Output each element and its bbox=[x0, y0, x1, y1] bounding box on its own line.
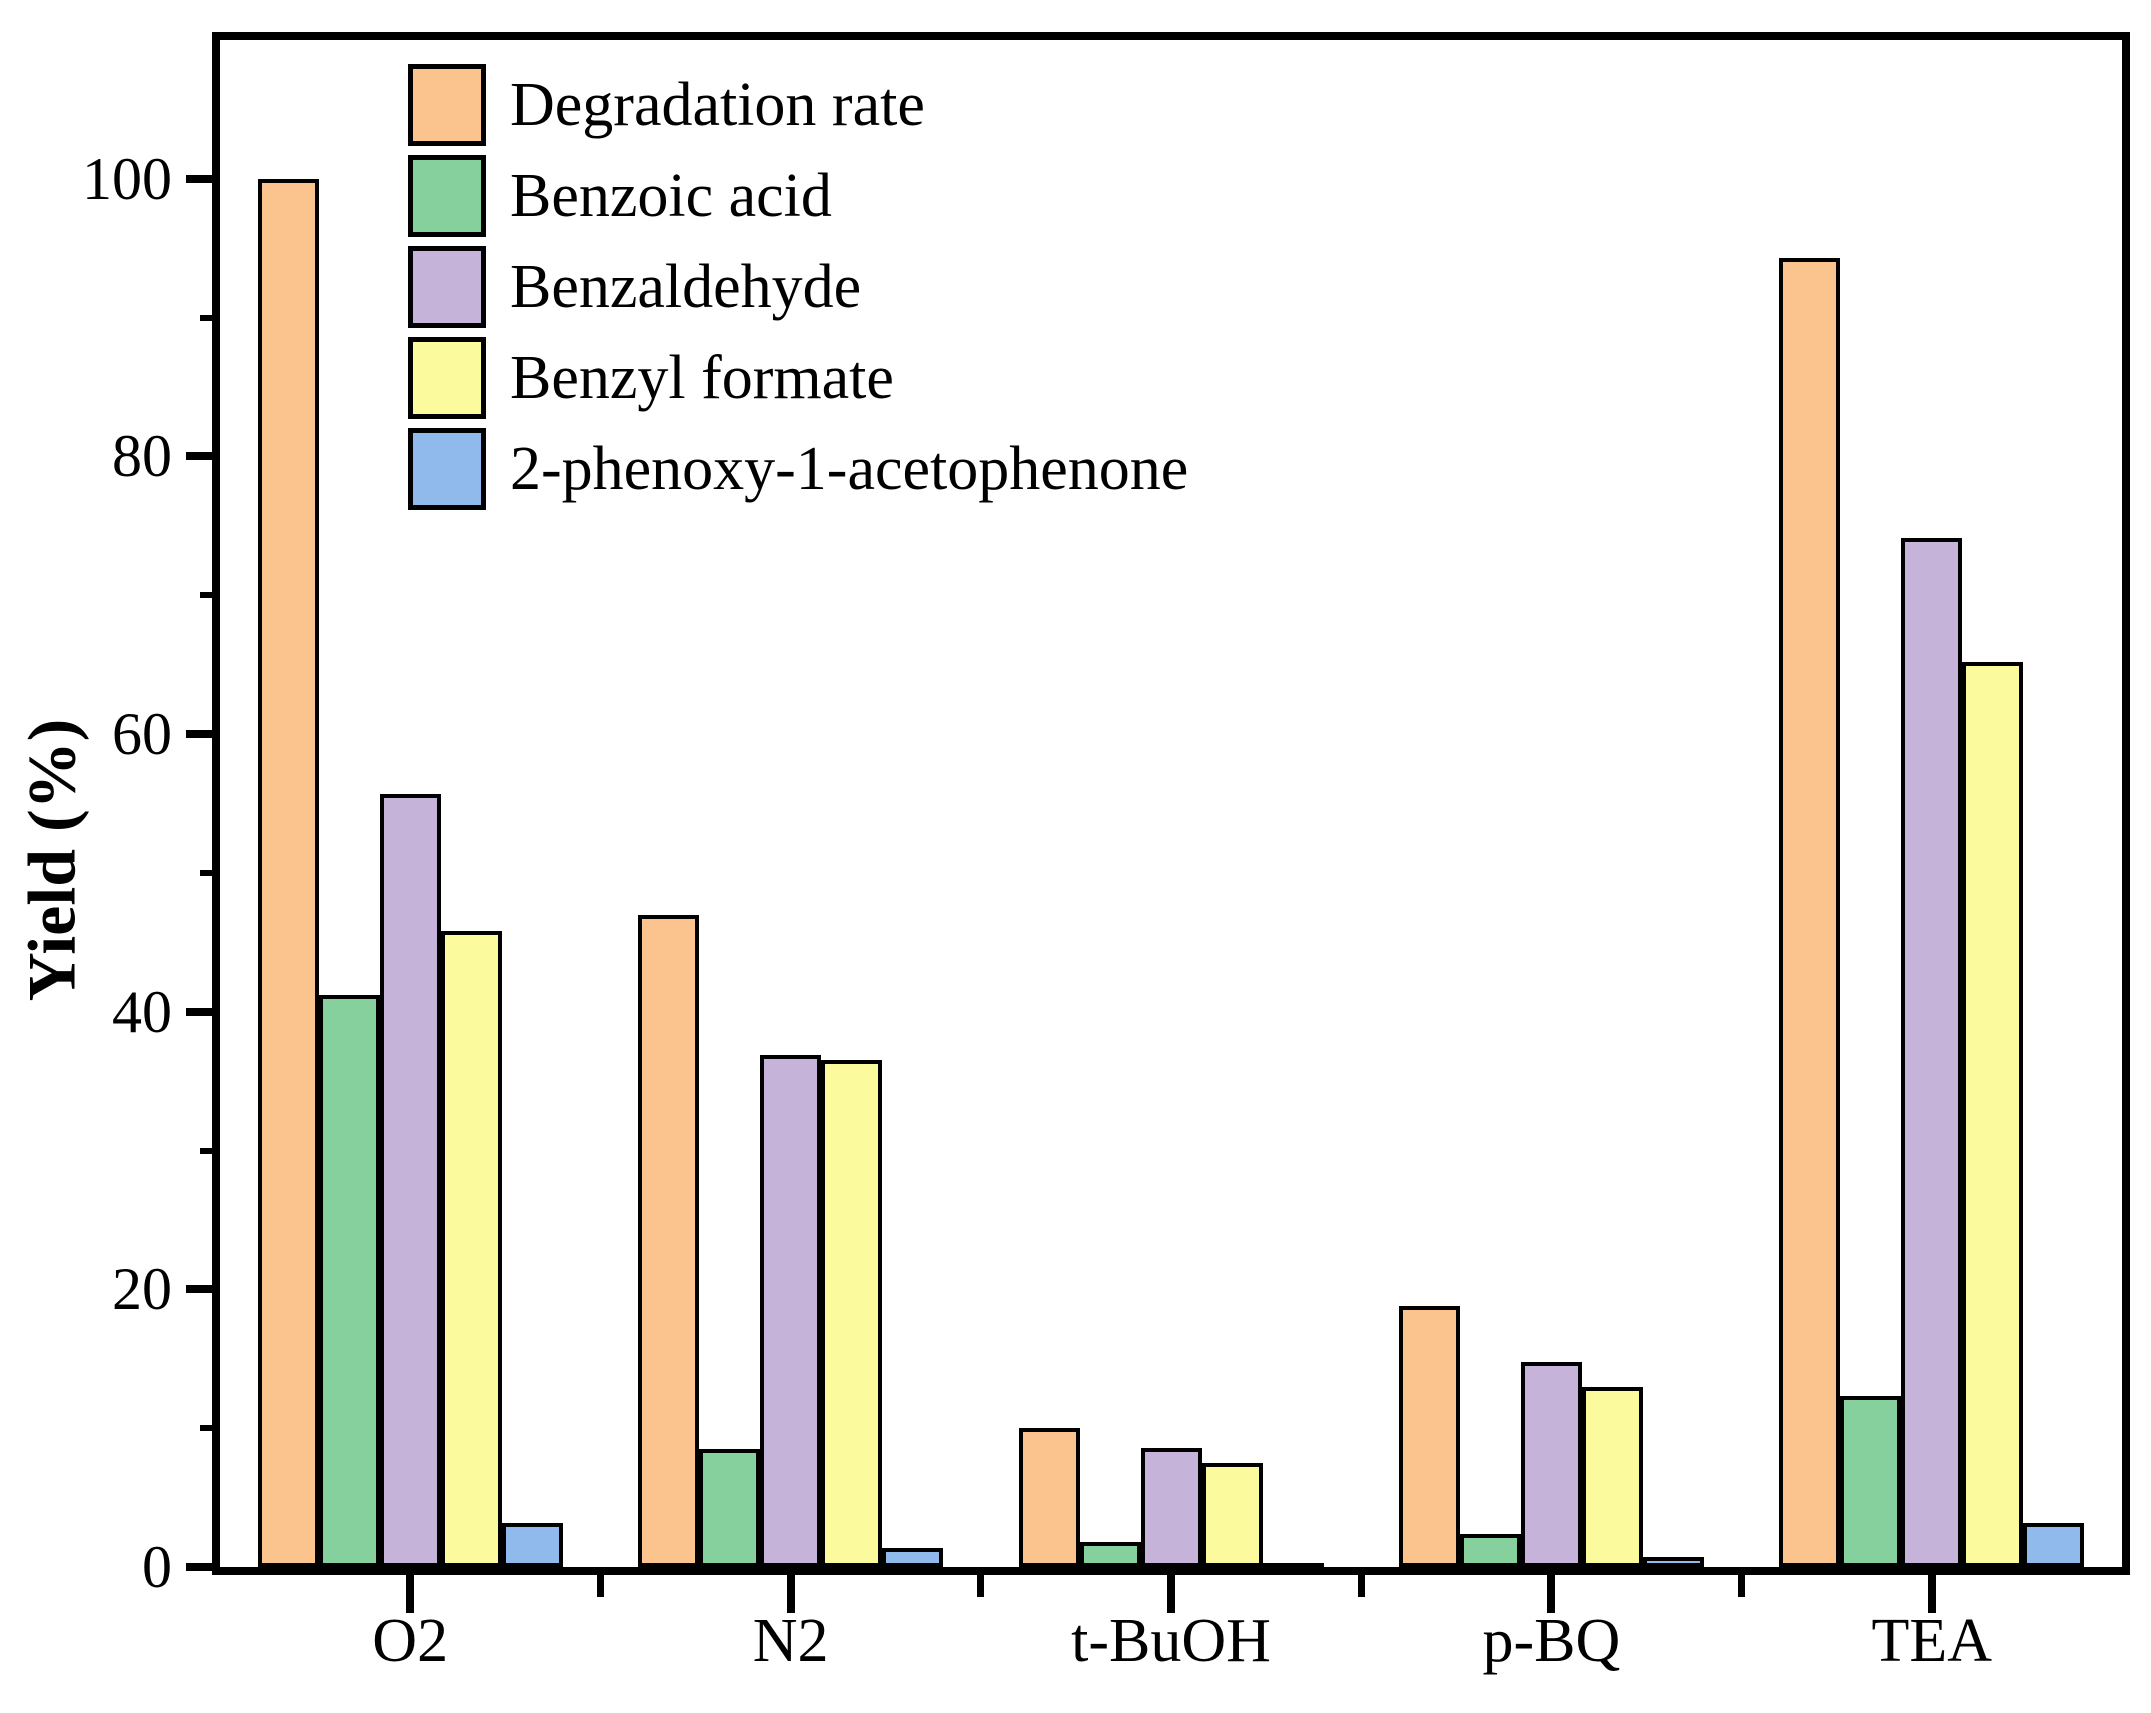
y-major-tick bbox=[186, 1285, 220, 1294]
bar-benzyl-formate bbox=[1201, 1463, 1263, 1567]
plot-frame bbox=[212, 32, 2130, 1575]
bar-2-phenoxy-1-acetophenone bbox=[1642, 1557, 1704, 1567]
y-major-tick bbox=[186, 1007, 220, 1016]
y-minor-tick bbox=[200, 1425, 220, 1432]
y-tick-label: 20 bbox=[112, 1256, 172, 1323]
legend-swatch bbox=[408, 246, 486, 328]
legend: Degradation rate Benzoic acid Benzaldehyde… bbox=[408, 64, 1188, 510]
bar-degradation-rate bbox=[1398, 1306, 1460, 1567]
bar-benzaldehyde bbox=[1520, 1362, 1582, 1567]
x-major-tick bbox=[1167, 1575, 1175, 1613]
bar-benzaldehyde bbox=[760, 1055, 822, 1567]
bar-benzoic-acid bbox=[1840, 1396, 1902, 1567]
y-tick-label: 100 bbox=[82, 145, 172, 212]
bar-benzoic-acid bbox=[318, 995, 380, 1567]
bar-benzyl-formate bbox=[440, 931, 502, 1567]
bar-2-phenoxy-1-acetophenone bbox=[2023, 1523, 2085, 1567]
bar-benzoic-acid bbox=[699, 1449, 761, 1567]
bar-2-phenoxy-1-acetophenone bbox=[882, 1548, 944, 1567]
legend-entry: Benzoic acid bbox=[408, 155, 1188, 237]
legend-entry: Benzyl formate bbox=[408, 337, 1188, 419]
legend-label: Benzyl formate bbox=[510, 344, 894, 412]
x-tick-label: p-BQ bbox=[1482, 1607, 1621, 1675]
x-major-tick bbox=[786, 1575, 795, 1613]
x-minor-tick bbox=[977, 1575, 985, 1597]
x-tick-label: TEA bbox=[1871, 1607, 1993, 1675]
y-major-tick bbox=[186, 730, 220, 739]
legend-label: Benzoic acid bbox=[510, 162, 832, 230]
y-major-tick bbox=[186, 452, 220, 461]
x-tick-label: N2 bbox=[752, 1607, 829, 1675]
x-major-tick bbox=[1927, 1575, 1936, 1613]
bar-benzyl-formate bbox=[1581, 1387, 1643, 1567]
bar-benzyl-formate bbox=[1962, 662, 2024, 1567]
x-tick-label: t-BuOH bbox=[1071, 1607, 1271, 1675]
y-tick-label: 60 bbox=[112, 701, 172, 768]
x-major-tick bbox=[1547, 1575, 1556, 1613]
y-minor-tick bbox=[200, 1147, 220, 1154]
legend-label: 2-phenoxy-1-acetophenone bbox=[510, 435, 1189, 503]
y-tick-label: 40 bbox=[112, 978, 172, 1045]
y-major-tick bbox=[186, 1563, 220, 1571]
bar-benzaldehyde bbox=[1901, 538, 1963, 1567]
y-tick-label: 0 bbox=[142, 1534, 172, 1600]
x-minor-tick bbox=[1357, 1575, 1365, 1597]
bar-benzyl-formate bbox=[821, 1060, 883, 1567]
y-major-tick bbox=[186, 174, 220, 183]
legend-entry: Benzaldehyde bbox=[408, 246, 1188, 328]
bar-2-phenoxy-1-acetophenone bbox=[1262, 1563, 1324, 1571]
legend-label: Degradation rate bbox=[510, 71, 925, 139]
legend-swatch bbox=[408, 337, 486, 419]
bar-degradation-rate bbox=[1779, 258, 1841, 1567]
y-minor-tick bbox=[200, 592, 220, 599]
y-minor-tick bbox=[200, 869, 220, 876]
bar-2-phenoxy-1-acetophenone bbox=[501, 1523, 563, 1567]
y-minor-tick bbox=[200, 314, 220, 321]
legend-swatch bbox=[408, 64, 486, 146]
legend-entry: Degradation rate bbox=[408, 64, 1188, 146]
legend-swatch bbox=[408, 428, 486, 510]
x-major-tick bbox=[406, 1575, 415, 1613]
y-tick-label: 80 bbox=[112, 423, 172, 490]
x-minor-tick bbox=[596, 1575, 604, 1597]
x-tick-label: O2 bbox=[372, 1607, 449, 1675]
legend-label: Benzaldehyde bbox=[510, 253, 862, 321]
bar-degradation-rate bbox=[257, 179, 319, 1567]
x-minor-tick bbox=[1738, 1575, 1746, 1597]
bar-benzaldehyde bbox=[1140, 1448, 1202, 1567]
bar-benzaldehyde bbox=[379, 794, 441, 1567]
legend-entry: 2-phenoxy-1-acetophenone bbox=[408, 428, 1188, 510]
bar-benzoic-acid bbox=[1459, 1534, 1521, 1567]
bar-benzoic-acid bbox=[1079, 1542, 1141, 1567]
bar-degradation-rate bbox=[1018, 1428, 1080, 1567]
bar-degradation-rate bbox=[638, 915, 700, 1567]
legend-swatch bbox=[408, 155, 486, 237]
